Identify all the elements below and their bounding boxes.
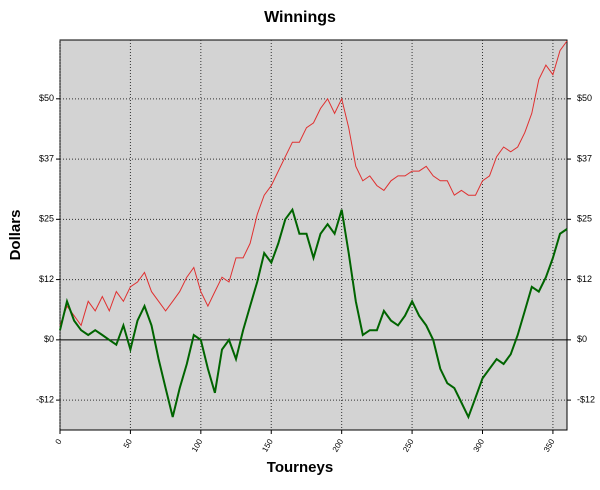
y-tick-label-right: -$12 <box>577 394 595 404</box>
y-tick-label: $25 <box>39 214 54 224</box>
x-tick-label: 150 <box>260 437 275 454</box>
series-line <box>59 40 568 327</box>
y-tick-label-right: $50 <box>577 93 592 103</box>
x-tick-label: 300 <box>472 437 487 454</box>
series-line <box>59 207 568 420</box>
y-tick-label-right: $0 <box>577 334 587 344</box>
y-tick-label: -$12 <box>36 394 54 404</box>
x-axis-label: Tourneys <box>267 459 333 476</box>
y-tick-label-right: $37 <box>577 153 592 163</box>
chart-title: Winnings <box>264 9 336 26</box>
x-tick-label: 100 <box>190 437 205 454</box>
x-tick-label: 0 <box>54 437 64 446</box>
x-tick-label: 250 <box>401 437 416 454</box>
y-axis-label: Dollars <box>7 210 24 261</box>
x-tick-label: 350 <box>542 437 557 454</box>
y-tick-label-right: $25 <box>577 214 592 224</box>
x-tick-label: 50 <box>122 437 135 450</box>
y-tick-label-right: $12 <box>577 274 592 284</box>
y-tick-label: $12 <box>39 274 54 284</box>
y-tick-label: $37 <box>39 153 54 163</box>
y-tick-label: $0 <box>44 334 54 344</box>
x-tick-label: 200 <box>331 437 346 454</box>
y-tick-label: $50 <box>39 93 54 103</box>
plot-area <box>59 39 568 431</box>
